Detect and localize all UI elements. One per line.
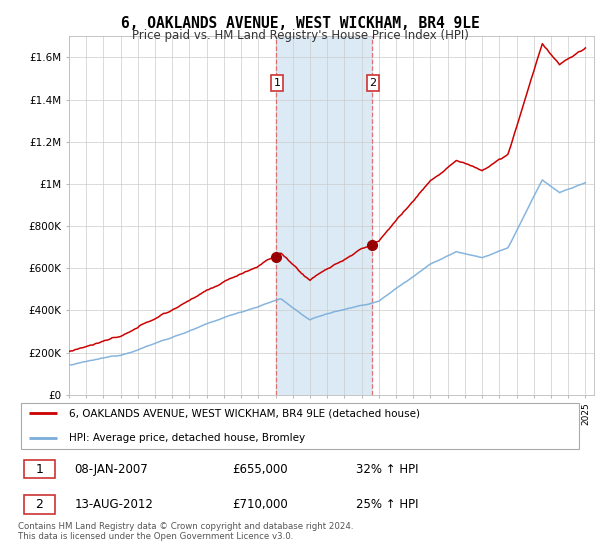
Text: 6, OAKLANDS AVENUE, WEST WICKHAM, BR4 9LE: 6, OAKLANDS AVENUE, WEST WICKHAM, BR4 9L… [121,16,479,31]
Text: 1: 1 [35,463,43,475]
Text: 6, OAKLANDS AVENUE, WEST WICKHAM, BR4 9LE (detached house): 6, OAKLANDS AVENUE, WEST WICKHAM, BR4 9L… [69,408,420,418]
Text: 2: 2 [35,498,43,511]
Text: Contains HM Land Registry data © Crown copyright and database right 2024.
This d: Contains HM Land Registry data © Crown c… [18,522,353,542]
FancyBboxPatch shape [21,404,578,449]
Text: 25% ↑ HPI: 25% ↑ HPI [356,498,419,511]
Text: 13-AUG-2012: 13-AUG-2012 [74,498,153,511]
FancyBboxPatch shape [23,495,55,514]
Text: 2: 2 [370,78,377,88]
Text: 1: 1 [274,78,281,88]
Text: 08-JAN-2007: 08-JAN-2007 [74,463,148,475]
Text: £710,000: £710,000 [232,498,288,511]
Bar [276,36,372,395]
Text: 32% ↑ HPI: 32% ↑ HPI [356,463,419,475]
FancyBboxPatch shape [23,460,55,478]
Text: Price paid vs. HM Land Registry's House Price Index (HPI): Price paid vs. HM Land Registry's House … [131,29,469,42]
Text: HPI: Average price, detached house, Bromley: HPI: Average price, detached house, Brom… [69,433,305,443]
Text: £655,000: £655,000 [232,463,288,475]
